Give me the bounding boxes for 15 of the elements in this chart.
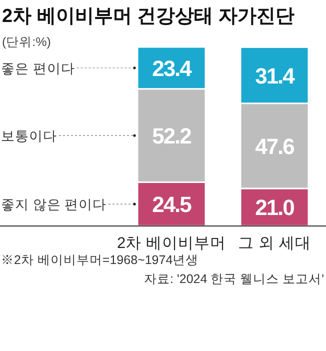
data-label: 31.4 [255,63,296,88]
chart-subtitle: (단위:%) [2,35,51,49]
data-label: 52.2 [152,124,192,149]
data-label: 47.6 [255,134,295,159]
data-label: 21.0 [255,195,295,220]
chart-title: 2차 베이비부머 건강상태 자가진단 [2,6,294,27]
text: 자료: '2024 한국 웰니스 보고서' [144,272,324,286]
text: 좋은 편이다 [1,60,75,76]
text: ※2차 베이비부머=1968~1974년생 [1,253,199,267]
text: 좋지 않은 편이다 [1,197,107,212]
x-tick-label: 그 외 세대 [238,235,311,252]
data-label: 23.4 [152,56,193,81]
text: 보통이다 [1,128,57,144]
data-label: 24.5 [152,192,192,218]
x-tick-label: 2차 베이비부머 [117,235,226,252]
